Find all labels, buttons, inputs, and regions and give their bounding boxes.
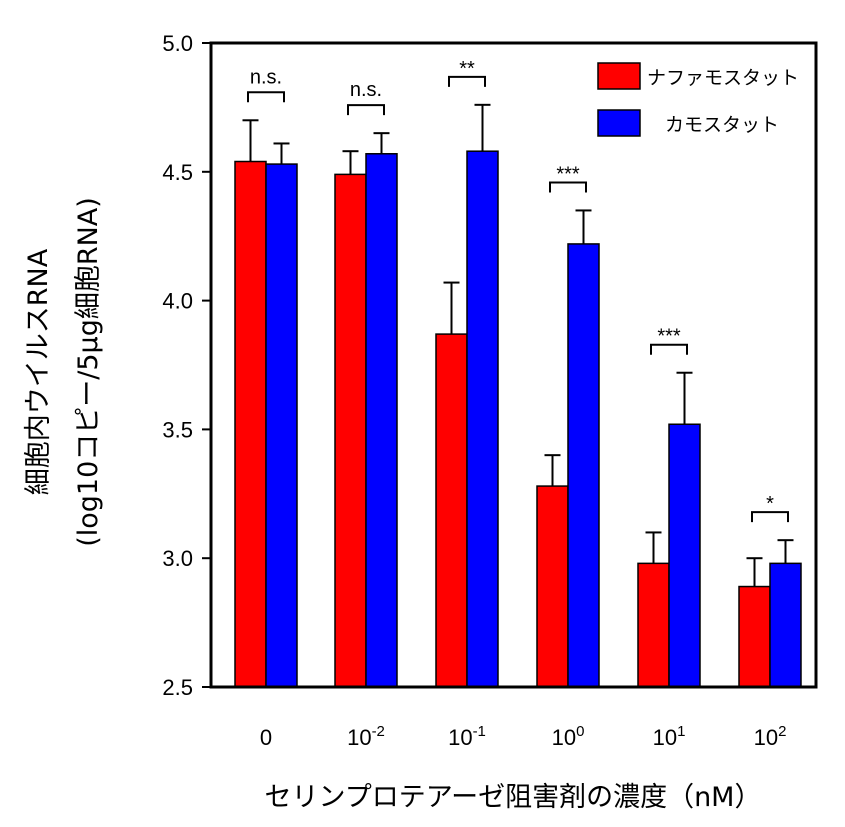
legend-label-camostat: カモスタット xyxy=(665,114,779,136)
bar-camostat-4 xyxy=(668,423,701,688)
x-axis: 0 10-2 10-1 100 101 102 xyxy=(260,723,787,750)
error-bars-layer xyxy=(242,103,794,587)
significance-0: n.s. xyxy=(247,66,285,103)
y-tick-label-5: 5.0 xyxy=(162,31,193,56)
error-bar-camostat-0 xyxy=(273,142,290,165)
x-tick-label-2: 10-1 xyxy=(448,723,486,750)
error-bar-camostat-4 xyxy=(676,371,693,425)
y-tick-label-0: 2.5 xyxy=(162,675,193,700)
x-tick-label-4: 101 xyxy=(653,723,686,750)
plot-frame xyxy=(209,41,818,689)
bar-nafamostat-2 xyxy=(435,333,468,688)
bar-camostat-0 xyxy=(265,163,298,688)
significance-bracket-4 xyxy=(650,343,688,355)
significance-label-0: n.s. xyxy=(250,66,282,88)
error-bar-nafamostat-5 xyxy=(746,557,763,587)
error-bar-camostat-2 xyxy=(474,103,491,152)
bar-camostat-5 xyxy=(769,562,802,688)
x-tick-label-5: 102 xyxy=(754,723,787,750)
x-axis-title: セリンプロテアーゼ阻害剤の濃度（nM） xyxy=(265,782,762,813)
y-axis: 2.5 3.0 3.5 4.0 4.5 5.0 xyxy=(162,31,211,700)
y-tick-label-2: 3.5 xyxy=(162,417,193,442)
significance-bracket-1 xyxy=(347,104,385,116)
legend-swatch-nafamostat xyxy=(597,62,641,90)
y-tick-label-1: 3.0 xyxy=(162,546,193,571)
significance-5: * xyxy=(751,493,789,523)
error-bar-camostat-1 xyxy=(373,132,390,154)
y-tick-label-3: 4.0 xyxy=(162,289,193,314)
legend-swatch-camostat xyxy=(597,109,641,137)
error-bar-nafamostat-4 xyxy=(645,531,662,564)
significance-bracket-2 xyxy=(448,75,486,87)
bar-nafamostat-0 xyxy=(234,160,267,688)
bar-camostat-2 xyxy=(466,150,499,688)
error-bar-camostat-5 xyxy=(777,539,794,564)
error-bar-nafamostat-2 xyxy=(443,281,460,335)
error-bar-camostat-3 xyxy=(575,209,592,244)
bar-nafamostat-1 xyxy=(334,173,367,688)
significance-bracket-3 xyxy=(549,181,587,193)
significance-label-1: n.s. xyxy=(350,79,382,101)
x-tick-label-0: 0 xyxy=(260,725,272,750)
y-axis-title-line1: 細胞内ウイルスRNA xyxy=(23,248,54,495)
significance-1: n.s. xyxy=(347,79,385,116)
error-bar-nafamostat-1 xyxy=(342,150,359,175)
bars-layer xyxy=(234,150,802,688)
x-tick-label-3: 100 xyxy=(552,723,585,750)
significance-layer: n.s.n.s.********* xyxy=(247,58,789,523)
legend: ナファモスタット カモスタット xyxy=(597,62,799,137)
significance-4: *** xyxy=(650,326,688,355)
error-bar-nafamostat-3 xyxy=(544,454,561,487)
y-axis-title-line2: (log10コピー/5µg細胞RNA) xyxy=(73,197,104,547)
significance-bracket-0 xyxy=(247,91,285,103)
legend-label-nafamostat: ナファモスタット xyxy=(647,67,799,89)
significance-label-5: * xyxy=(766,493,774,515)
bar-nafamostat-4 xyxy=(637,562,670,688)
significance-2: ** xyxy=(448,58,486,87)
significance-bracket-5 xyxy=(751,511,789,523)
bar-nafamostat-5 xyxy=(738,585,771,688)
significance-label-2: ** xyxy=(459,58,475,80)
y-tick-label-4: 4.5 xyxy=(162,160,193,185)
bar-nafamostat-3 xyxy=(536,485,569,688)
significance-label-3: *** xyxy=(556,163,580,185)
bar-camostat-1 xyxy=(365,153,398,688)
significance-label-4: *** xyxy=(657,326,681,348)
significance-3: *** xyxy=(549,163,587,193)
error-bar-nafamostat-0 xyxy=(242,119,259,162)
bar-camostat-3 xyxy=(567,243,600,688)
x-tick-label-1: 10-2 xyxy=(347,723,385,750)
